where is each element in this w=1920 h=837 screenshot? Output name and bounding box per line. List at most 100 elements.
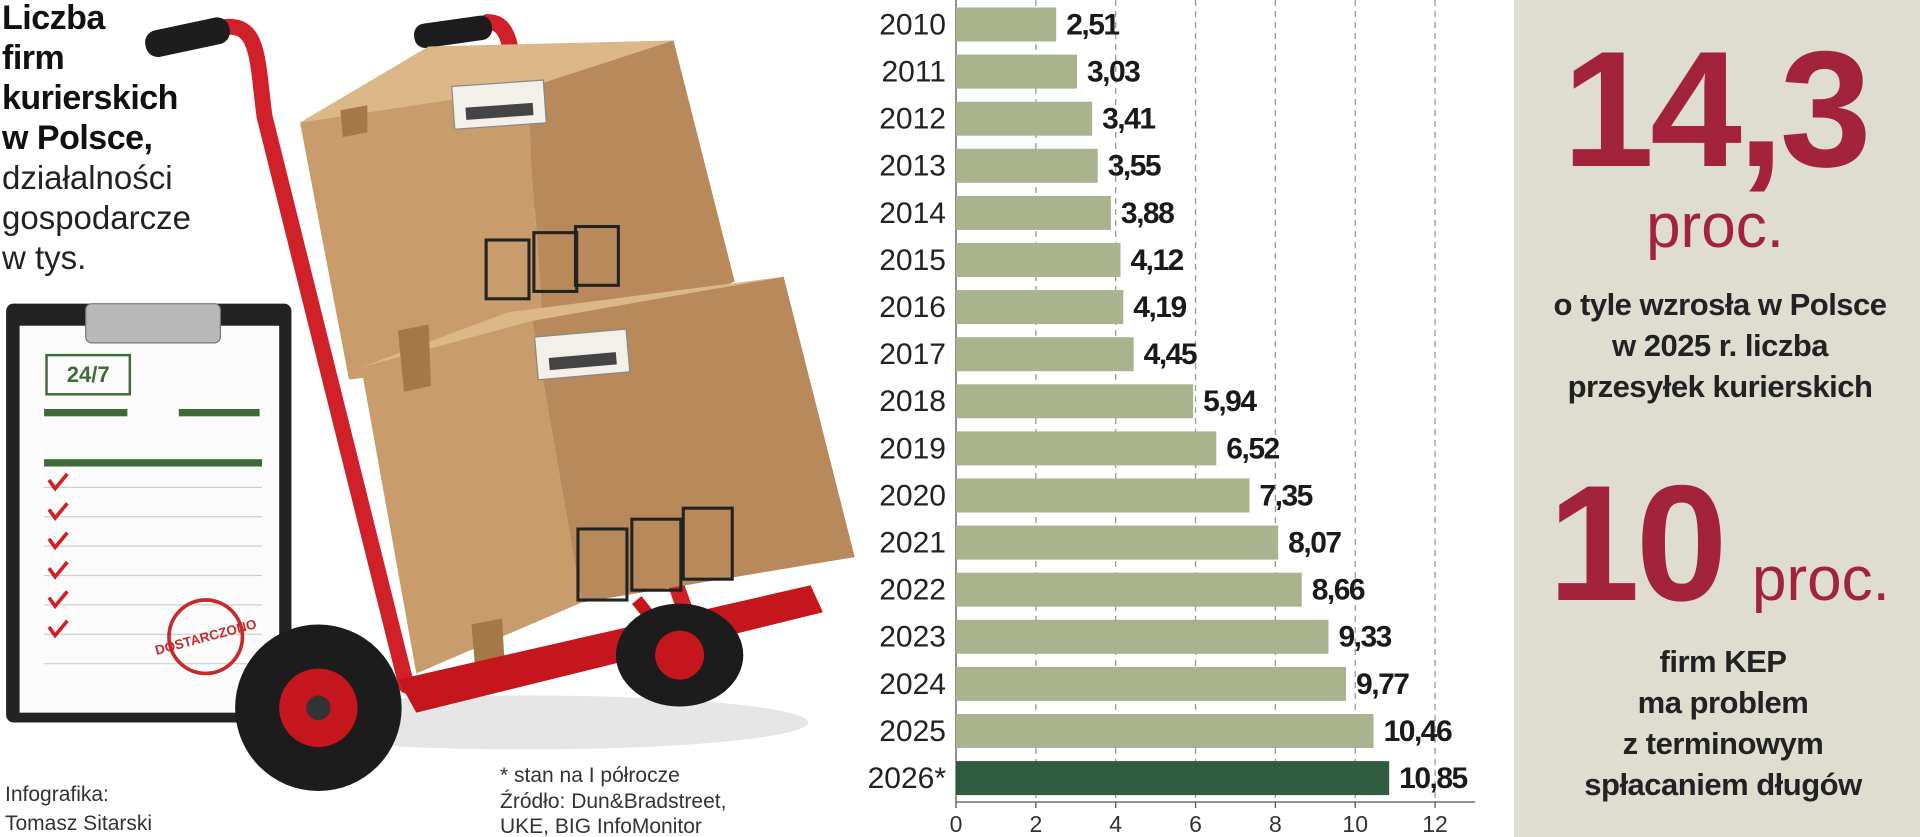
y-tick-label: 2025 [879, 715, 946, 748]
y-tick-label: 2018 [879, 385, 946, 418]
illustration-shape [47, 619, 69, 639]
bar [956, 384, 1194, 419]
bar-chart: 0 2 4 6 8 10 12 2010 2,51 2011 3,03 2012 3,41 2013 3,5… [868, 0, 1475, 837]
stat-description: firm KEP [1660, 644, 1787, 679]
illustration-shape [300, 40, 674, 123]
illustration-shape [630, 517, 683, 592]
bar [956, 195, 1111, 230]
source: UKE, BIG InfoMonitor [500, 815, 702, 837]
bar [956, 761, 1390, 796]
illustration-shape [47, 472, 69, 492]
chart-subtitle: gospodarcze [2, 199, 191, 236]
x-tick-label: 10 [1342, 811, 1368, 837]
illustration-shape [167, 598, 245, 676]
illustration-shape [340, 105, 368, 138]
illustration-shape [465, 102, 534, 120]
credit: Infografika: [5, 783, 109, 806]
y-tick-label: 2022 [879, 574, 946, 607]
illustration-shape [45, 353, 132, 396]
x-tick-label: 12 [1422, 811, 1448, 837]
bar [956, 7, 1057, 42]
bar [956, 337, 1134, 372]
illustration-shape [471, 618, 505, 668]
y-tick-label: 2010 [879, 8, 946, 41]
source: Źródło: Dun&Bradstreet, [500, 790, 726, 813]
chart-title: kurierskich [2, 79, 178, 117]
value-label: 4,12 [1130, 244, 1183, 277]
value-label: 4,19 [1133, 291, 1186, 324]
stats-panel [1514, 0, 1920, 837]
chart-title: w Polsce, [1, 119, 152, 157]
value-label: 3,41 [1102, 103, 1155, 136]
y-tick-label: 2021 [879, 527, 946, 560]
y-tick-label: 2017 [879, 338, 946, 371]
illustration-shape [47, 531, 69, 551]
stat-description: przesyłek kurierskich [1568, 369, 1873, 404]
bar [956, 478, 1250, 513]
x-tick-label: 6 [1189, 811, 1202, 837]
value-label: 3,88 [1121, 197, 1174, 230]
bar [956, 619, 1329, 654]
illustration-shape [44, 486, 263, 665]
illustration-shape [576, 527, 629, 602]
illustration-label: 24/7 [67, 362, 110, 387]
value-label: 9,33 [1338, 621, 1391, 654]
stat-unit: proc. [1646, 192, 1784, 261]
chart-subtitle: w tys. [1, 239, 86, 276]
value-label: 6,52 [1226, 432, 1279, 465]
illustration-shape [85, 303, 222, 344]
y-tick-label: 2026* [868, 762, 947, 795]
y-tick-label: 2023 [879, 621, 946, 654]
illustration-shape [19, 325, 280, 713]
illustration-shape [178, 408, 260, 417]
value-label: 10,85 [1399, 762, 1467, 795]
chart-subtitle: działalności [2, 159, 173, 196]
value-label: 7,35 [1259, 479, 1312, 512]
value-label: 2,51 [1066, 8, 1119, 41]
bar [956, 525, 1279, 560]
value-label: 5,94 [1203, 385, 1257, 418]
stat-value: 14,3 [1562, 17, 1867, 201]
value-label: 4,45 [1144, 338, 1197, 371]
x-tick-label: 2 [1029, 811, 1042, 837]
value-label: 10,46 [1384, 715, 1452, 748]
x-tick-label: 4 [1109, 811, 1122, 837]
illustration-shape [548, 352, 617, 371]
y-tick-label: 2024 [879, 668, 946, 701]
illustration-shape [655, 630, 705, 680]
illustration-shape [397, 324, 432, 392]
stat-unit: proc. [1752, 545, 1890, 614]
y-tick-label: 2014 [879, 197, 946, 230]
chart-title: firm [2, 39, 64, 77]
y-tick-label: 2013 [879, 150, 946, 183]
x-tick-label: 0 [950, 811, 963, 837]
value-label: 3,55 [1108, 150, 1161, 183]
illustration-shape [413, 15, 493, 48]
illustration-shape [47, 472, 69, 639]
stat-description: z terminowym [1623, 726, 1824, 761]
bar [956, 666, 1347, 701]
bar [956, 148, 1098, 183]
stat-description: w 2025 r. liczba [1611, 328, 1829, 363]
y-tick-label: 2015 [879, 244, 946, 277]
illustration-shape [576, 506, 734, 602]
bar [956, 243, 1121, 277]
chart-title: Liczba [2, 0, 106, 37]
y-tick-label: 2011 [881, 56, 946, 89]
bar [956, 431, 1217, 466]
illustration-shape [484, 225, 620, 301]
x-tick-label: 8 [1269, 811, 1282, 837]
stat-value: 10 [1548, 451, 1724, 635]
note: * stan na I półrocze [500, 764, 680, 787]
stat-description: o tyle wzrosła w Polsce [1553, 287, 1886, 322]
value-label: 3,03 [1087, 56, 1140, 89]
illustration-shape [218, 18, 415, 694]
value-label: 8,66 [1312, 574, 1365, 607]
stat-description: ma problem [1638, 685, 1809, 720]
illustration-shape [526, 40, 735, 356]
bar [956, 54, 1077, 89]
value-label: 8,07 [1288, 527, 1341, 560]
illustration-shape [44, 408, 128, 417]
